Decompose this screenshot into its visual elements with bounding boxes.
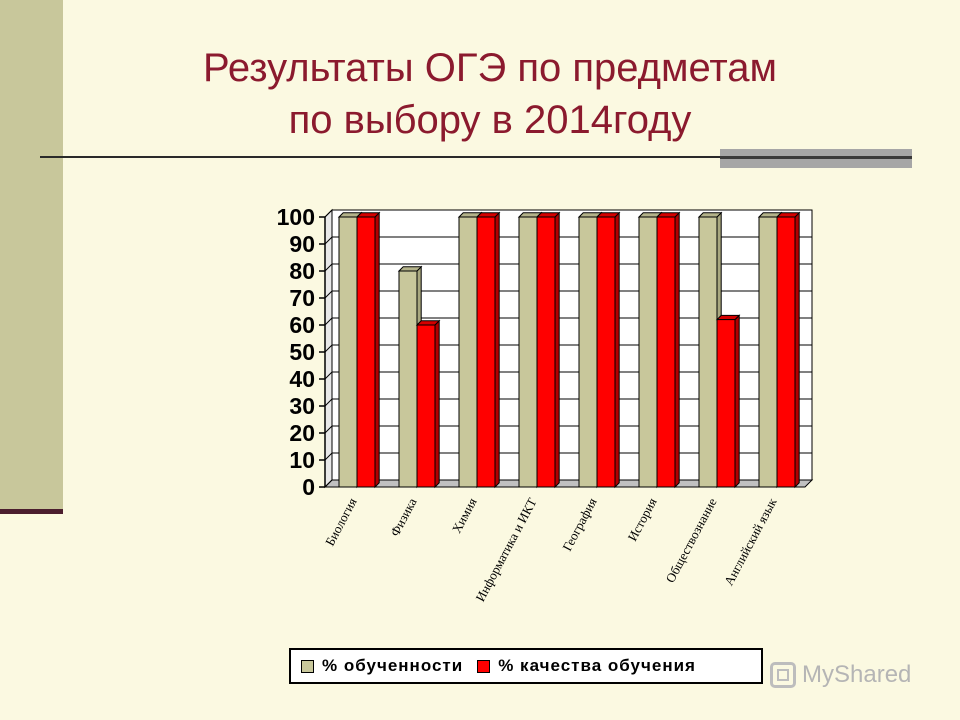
legend-swatch-series2 [477,659,491,673]
bar-top-2 [535,212,561,218]
bar-top-2 [595,212,621,218]
y-tick-label: 10 [289,447,315,473]
chart-legend: % обученности % качества обучения [289,648,763,684]
bar-top-2 [655,212,681,218]
side-decoration-bar [0,0,63,510]
x-category-label: Химия [449,495,480,535]
bar-series2-2 [476,216,496,488]
gridline-diag [324,398,333,407]
bar-side-2 [374,211,380,489]
x-category-label: Английский язык [721,495,780,588]
bar-series1-5 [638,216,658,488]
legend-label-series1: % обученности [322,656,464,675]
bar-side-2 [434,319,440,489]
gridline-diag [324,452,333,461]
gridline-diag [324,371,333,380]
bar-series1-1 [398,270,418,488]
bar-series1-6 [698,216,718,488]
bar-series1-4 [578,216,598,488]
legend-item-series1: % обученности [301,656,463,676]
x-category-label: Физика [387,495,420,539]
title-divider-line [40,156,912,158]
legend-swatch-series1 [301,659,314,673]
y-tick-label: 50 [289,339,315,365]
bar-top-2 [355,212,381,218]
bar-series2-6 [716,319,736,488]
gridline-diag [324,479,333,488]
bar-side-2 [614,211,620,489]
bar-series1-7 [758,216,778,488]
y-tick-label: 80 [289,258,315,284]
bar-side-2 [734,314,740,489]
y-tick-label: 60 [289,312,315,338]
bar-top-1 [397,266,423,272]
bar-series2-4 [596,216,616,488]
bar-series2-1 [416,324,436,488]
bar-side-2 [494,211,500,489]
legend-label-series2: % качества обучения [498,656,696,675]
bar-top-2 [475,212,501,218]
title-line-1: Результаты ОГЭ по предметам [202,46,778,90]
gridline-diag [324,209,333,218]
bar-series2-5 [656,216,676,488]
title-divider-accent-line [720,156,912,159]
gridline-diag [324,290,333,299]
bar-top-2 [415,320,441,326]
bar-top-2 [715,314,741,321]
bar-series1-0 [338,216,358,488]
title-line-2: по выбору в 2014году [288,98,692,142]
bar-top-1 [697,212,723,218]
slide-title: Результаты ОГЭ по предметам по выбору в … [140,42,840,146]
bar-series2-7 [776,216,796,488]
legend-item-series2: % качества обучения [477,656,696,676]
watermark-text: MyShared [802,661,912,688]
gridline-diag [324,317,333,326]
bar-series2-0 [356,216,376,488]
side-decoration-line [0,509,63,514]
gridline-diag [324,344,333,353]
x-category-label: Биология [322,495,360,548]
y-tick-label: 0 [302,474,315,500]
bar-top-2 [775,212,801,218]
bar-side-2 [554,211,560,489]
y-tick-label: 100 [277,204,315,230]
x-category-label: Информатика и ИКТ [472,495,539,604]
x-category-label: География [559,495,599,553]
bar-series1-2 [458,216,478,488]
y-tick-label: 20 [289,420,315,446]
bar-side-2 [674,211,680,489]
y-tick-label: 30 [289,393,315,419]
gridline-diag [324,263,333,272]
bar-side-2 [794,211,800,489]
y-tick-label: 70 [289,285,315,311]
bar-series2-3 [536,216,556,488]
y-tick-label: 90 [289,231,315,257]
gridline-diag [324,236,333,245]
y-tick-label: 40 [289,366,315,392]
gridline-diag [324,425,333,434]
watermark: MyShared [770,658,911,692]
x-category-label: История [625,495,660,543]
bar-series1-3 [518,216,538,488]
x-category-label: Обществознание [662,495,719,585]
watermark-logo-icon [770,662,796,688]
